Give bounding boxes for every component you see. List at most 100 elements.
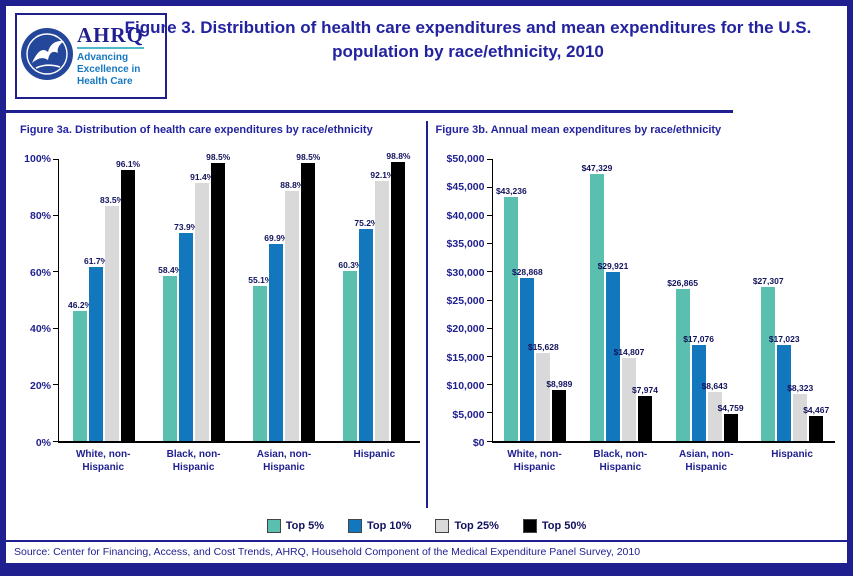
bar-value-label: 98.5% xyxy=(206,152,231,163)
y-tick-mark xyxy=(486,440,493,442)
y-tick-mark xyxy=(486,214,493,216)
bar-top25 xyxy=(375,181,390,441)
bar-top25 xyxy=(707,392,722,441)
bar-value-label: $15,628 xyxy=(527,341,559,352)
bar-wrap: $27,307 xyxy=(753,159,784,441)
y-tick-mark xyxy=(53,214,59,216)
bar-value-label: 88.8% xyxy=(280,179,305,190)
bar-value-label: $17,023 xyxy=(768,334,800,344)
ahrq-wordmark: AHRQ xyxy=(77,24,144,50)
bar-wrap: $7,974 xyxy=(632,159,658,441)
plot-area: $43,236 $28,868 $15,628 $8,989 $47,329 $29,92… xyxy=(486,158,835,443)
bar-value-label: 60.3% xyxy=(338,259,363,270)
x-axis-category-label: Black, non-Hispanic xyxy=(166,449,221,473)
bar-value-label: $4,467 xyxy=(803,404,830,415)
y-tick-label: 0% xyxy=(35,437,51,449)
y-tick-mark xyxy=(53,327,59,329)
bar-top50 xyxy=(637,396,652,441)
x-axis-category-label: Asian, non-Hispanic xyxy=(678,449,734,473)
bar-wrap: $17,023 xyxy=(769,159,800,441)
bar-wrap: $4,467 xyxy=(803,159,829,441)
bar-value-label: $29,921 xyxy=(597,261,629,272)
charts-section: Figure 3a. Distribution of health care e… xyxy=(6,113,847,514)
x-axis-labels: White, non-Hispanic Black, non-Hispanic As… xyxy=(58,443,420,474)
bar-group: 55.1% 69.9% 88.8% 98.5% xyxy=(248,152,320,441)
y-tick-mark xyxy=(53,158,59,160)
legend-item: Top 25% xyxy=(435,519,499,533)
y-axis: $0 $5,000 $10,000 $15,000 $20,000 $25,000 $30,… xyxy=(434,154,492,449)
y-tick-label: $25,000 xyxy=(446,295,485,307)
header: AHRQ Advancing Excellence in Health Care… xyxy=(6,6,847,110)
legend-swatch xyxy=(348,519,363,533)
bar-top25 xyxy=(195,183,210,441)
bar-top10 xyxy=(89,267,104,441)
x-axis-labels: White, non-Hispanic Black, non-Hispanic As… xyxy=(492,443,836,474)
bar-wrap: $28,868 xyxy=(512,159,543,441)
bar-top25 xyxy=(621,357,636,441)
legend-swatch xyxy=(266,519,281,533)
bar-top5 xyxy=(675,289,690,441)
bar-value-label: $8,323 xyxy=(787,383,814,394)
ahrq-logo: AHRQ Advancing Excellence in Health Care xyxy=(77,24,162,88)
bar-wrap: $17,076 xyxy=(683,159,714,441)
bar-wrap: $8,643 xyxy=(702,159,728,441)
bar-value-label: $28,868 xyxy=(511,267,543,278)
legend-label: Top 5% xyxy=(285,520,325,532)
bar-value-label: 92.1% xyxy=(370,170,395,181)
logo-box: AHRQ Advancing Excellence in Health Care xyxy=(15,13,167,99)
y-tick-mark xyxy=(486,243,493,245)
bar-top10 xyxy=(777,345,792,441)
bar-value-label: $14,807 xyxy=(613,346,645,357)
bar-wrap: 60.3% xyxy=(338,159,363,441)
hhs-logo xyxy=(20,25,74,88)
y-tick-mark xyxy=(486,299,493,301)
y-tick-label: $35,000 xyxy=(446,238,485,251)
bar-value-label: $43,236 xyxy=(495,186,527,197)
bar-top50 xyxy=(211,163,226,441)
bar-value-label: $8,989 xyxy=(546,379,573,390)
chart-figure-3a: Figure 3a. Distribution of health care e… xyxy=(12,121,426,514)
legend-item: Top 5% xyxy=(266,519,325,533)
bar-wrap: 98.5% xyxy=(296,152,320,441)
bar-top50 xyxy=(121,170,136,441)
bar-top5 xyxy=(589,174,604,441)
y-tick-mark xyxy=(53,271,59,273)
bar-wrap: 69.9% xyxy=(264,159,288,441)
y-tick-label: $15,000 xyxy=(446,351,485,364)
y-tick-mark xyxy=(486,271,493,273)
y-tick-mark xyxy=(486,384,493,386)
source-note: Source: Center for Financing, Access, an… xyxy=(6,540,847,563)
y-tick-label: $45,000 xyxy=(446,181,485,194)
y-tick-mark xyxy=(53,440,59,442)
bar-top5 xyxy=(163,276,178,441)
x-axis-category-label: Hispanic xyxy=(771,449,813,460)
legend-label: Top 10% xyxy=(367,520,412,532)
bar-group: 60.3% 75.2% 92.1% 98.8% xyxy=(338,151,411,441)
bar-wrap: $15,628 xyxy=(528,159,559,441)
bar-wrap: 98.5% xyxy=(206,152,230,441)
bar-wrap: 46.2% xyxy=(68,159,92,441)
bar-value-label: $27,307 xyxy=(752,276,784,286)
bar-wrap: $4,759 xyxy=(718,159,744,441)
chart-a-title: Figure 3a. Distribution of health care e… xyxy=(20,124,373,136)
bar-group: $27,307 $17,023 $8,323 $4,467 xyxy=(753,159,829,441)
bar-wrap: 73.9% xyxy=(174,159,198,441)
bar-top50 xyxy=(552,390,567,441)
panel-divider xyxy=(425,121,428,508)
legend-item: Top 50% xyxy=(522,519,586,533)
page-title: Figure 3. Distribution of health care ex… xyxy=(124,18,812,61)
bar-value-label: $26,865 xyxy=(667,278,698,289)
bar-value-label: 75.2% xyxy=(354,217,379,228)
bar-value-label: 61.7% xyxy=(84,256,109,267)
bar-top25 xyxy=(536,352,551,441)
y-tick-label: $0 xyxy=(472,437,485,449)
bar-top10 xyxy=(269,243,284,441)
bar-top10 xyxy=(179,232,194,441)
bar-wrap: 88.8% xyxy=(280,159,304,441)
plot-area: 46.2% 61.7% 83.5% 96.1% 58.4% 73.9% 91.4% 98.5%… xyxy=(53,151,420,443)
bar-top5 xyxy=(73,310,88,441)
x-axis-category-label: White, non-Hispanic xyxy=(507,449,562,473)
bar-top50 xyxy=(723,414,738,441)
bar-wrap: 83.5% xyxy=(100,159,124,441)
bar-top5 xyxy=(504,197,519,441)
